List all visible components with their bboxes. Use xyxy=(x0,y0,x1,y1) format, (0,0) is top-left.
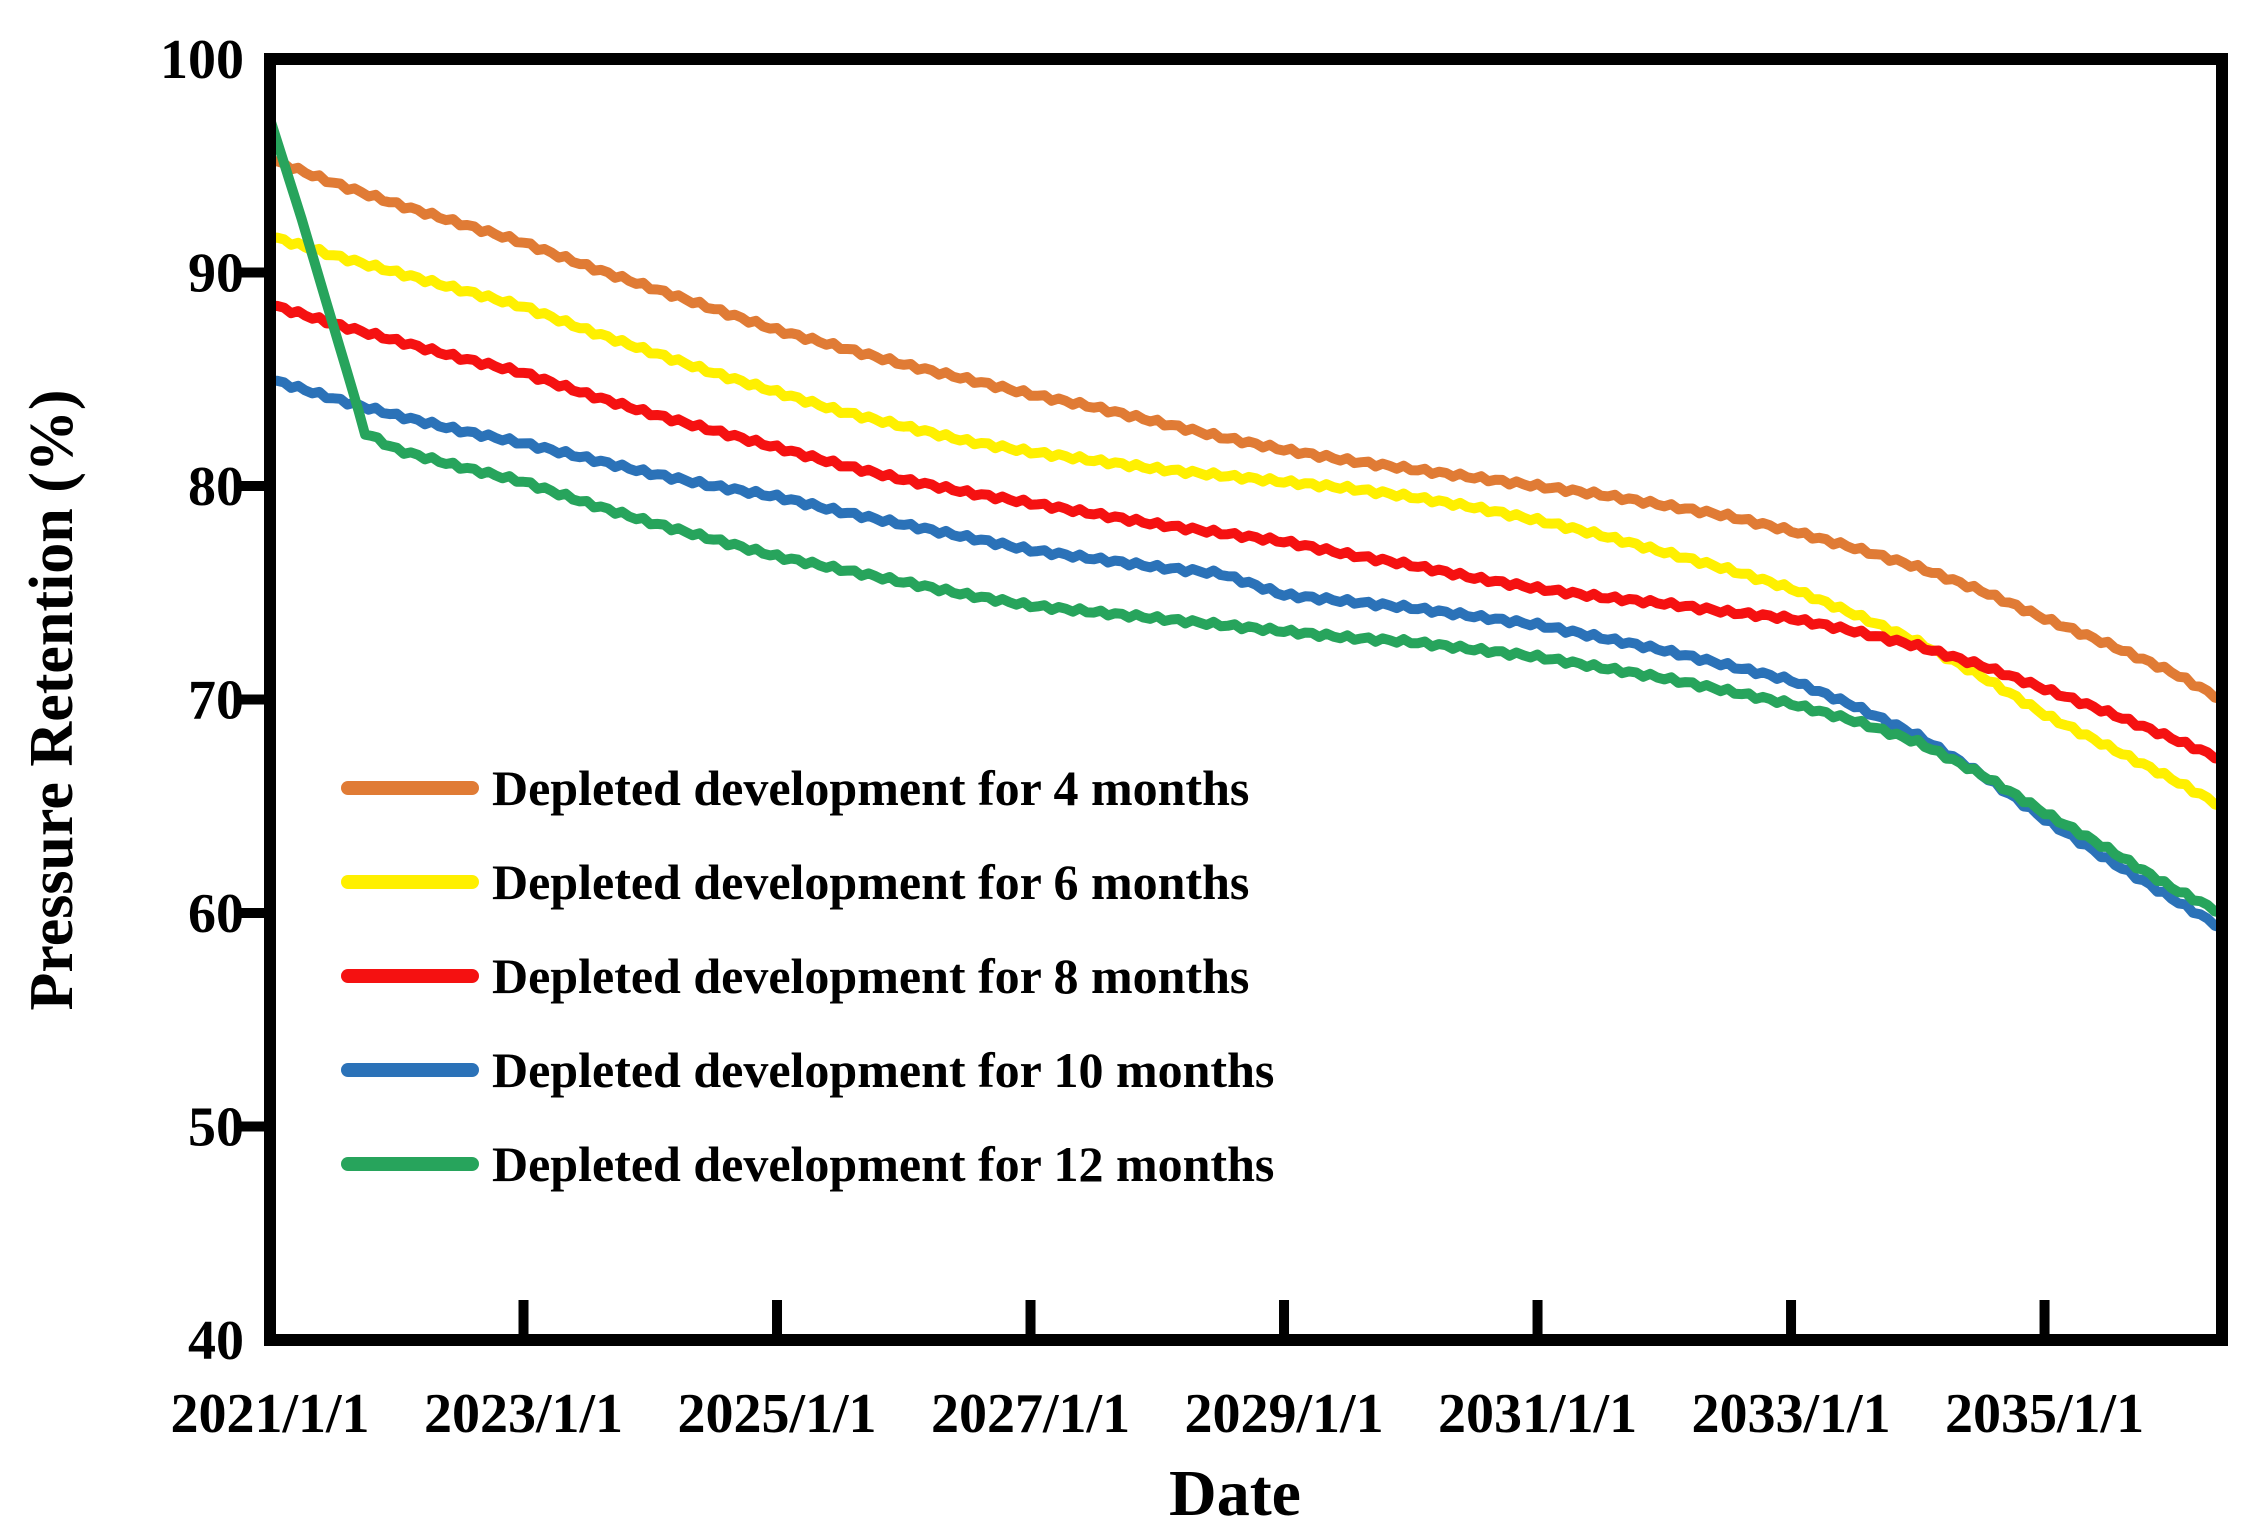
y-axis-title: Pressure Retention (%) xyxy=(18,389,86,1010)
legend: Depleted development for 4 months Deplete… xyxy=(341,760,1274,1192)
series-line-depleted-development-for-10-months xyxy=(265,375,2227,933)
x-tick-label-2027: 2027/1/1 xyxy=(931,1383,1130,1445)
legend-label-depleted-development-for-6-months: Depleted development for 6 months xyxy=(492,854,1249,910)
x-tick-label-2033: 2033/1/1 xyxy=(1691,1383,1890,1445)
y-tick-label-50: 50 xyxy=(188,1097,244,1159)
legend-item-depleted-development-for-8-months: Depleted development for 8 months xyxy=(341,948,1249,1004)
series-line-depleted-development-for-8-months xyxy=(265,300,2227,765)
x-tick-label-2035: 2035/1/1 xyxy=(1945,1383,2144,1445)
y-tick-label-60: 60 xyxy=(188,883,244,945)
legend-item-depleted-development-for-12-months: Depleted development for 12 months xyxy=(341,1136,1274,1192)
x-tick-label-2025: 2025/1/1 xyxy=(677,1383,876,1445)
legend-item-depleted-development-for-10-months: Depleted development for 10 months xyxy=(341,1042,1274,1098)
y-tick-label-100: 100 xyxy=(160,29,244,91)
axis-ticks xyxy=(238,267,2050,1336)
series-lines xyxy=(265,113,2227,933)
legend-label-depleted-development-for-4-months: Depleted development for 4 months xyxy=(492,760,1249,816)
legend-label-depleted-development-for-10-months: Depleted development for 10 months xyxy=(492,1042,1274,1098)
legend-item-depleted-development-for-4-months: Depleted development for 4 months xyxy=(341,760,1249,816)
x-tick-label-2031: 2031/1/1 xyxy=(1438,1383,1637,1445)
legend-label-depleted-development-for-8-months: Depleted development for 8 months xyxy=(492,948,1249,1004)
y-tick-label-70: 70 xyxy=(188,670,244,732)
series-line-depleted-development-for-4-months xyxy=(265,156,2227,705)
y-tick-label-90: 90 xyxy=(188,243,244,305)
x-axis-title: Date xyxy=(1169,1457,1301,1530)
y-tick-label-40: 40 xyxy=(188,1310,244,1372)
series-line-depleted-development-for-12-months xyxy=(265,113,2227,918)
series-line-depleted-development-for-6-months xyxy=(265,232,2227,812)
x-tick-label-2029: 2029/1/1 xyxy=(1184,1383,1383,1445)
y-tick-label-80: 80 xyxy=(188,456,244,518)
x-tick-label-2021: 2021/1/1 xyxy=(170,1383,369,1445)
x-tick-label-2023: 2023/1/1 xyxy=(424,1383,623,1445)
axis-tick-labels: 40 50 60 70 80 90 100 2021/1/1 2023/1/1 2025/1/1 2… xyxy=(160,29,2144,1445)
legend-label-depleted-development-for-12-months: Depleted development for 12 months xyxy=(492,1136,1274,1192)
legend-item-depleted-development-for-6-months: Depleted development for 6 months xyxy=(341,854,1249,910)
